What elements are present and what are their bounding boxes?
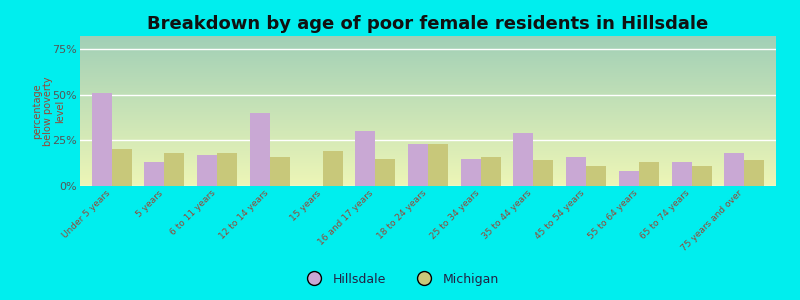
Bar xyxy=(514,133,534,186)
Bar xyxy=(112,149,132,186)
Y-axis label: percentage
below poverty
level: percentage below poverty level xyxy=(32,76,65,146)
Bar xyxy=(375,159,395,186)
Bar xyxy=(217,153,237,186)
Bar xyxy=(164,153,184,186)
Bar xyxy=(250,113,270,186)
Title: Breakdown by age of poor female residents in Hillsdale: Breakdown by age of poor female resident… xyxy=(147,15,709,33)
Bar xyxy=(639,162,659,186)
Bar xyxy=(692,166,712,186)
Bar xyxy=(534,160,554,186)
Bar xyxy=(586,166,606,186)
Bar xyxy=(724,153,744,186)
Bar xyxy=(428,144,448,186)
Bar xyxy=(197,155,217,186)
Bar xyxy=(566,157,586,186)
Legend: Hillsdale, Michigan: Hillsdale, Michigan xyxy=(297,268,503,291)
Bar xyxy=(481,157,501,186)
Bar xyxy=(619,171,639,186)
Bar xyxy=(270,157,290,186)
Bar xyxy=(322,151,342,186)
Bar xyxy=(461,159,481,186)
Bar xyxy=(408,144,428,186)
Bar xyxy=(355,131,375,186)
Bar xyxy=(92,93,112,186)
Bar xyxy=(744,160,765,186)
Bar xyxy=(144,162,164,186)
Bar xyxy=(672,162,692,186)
